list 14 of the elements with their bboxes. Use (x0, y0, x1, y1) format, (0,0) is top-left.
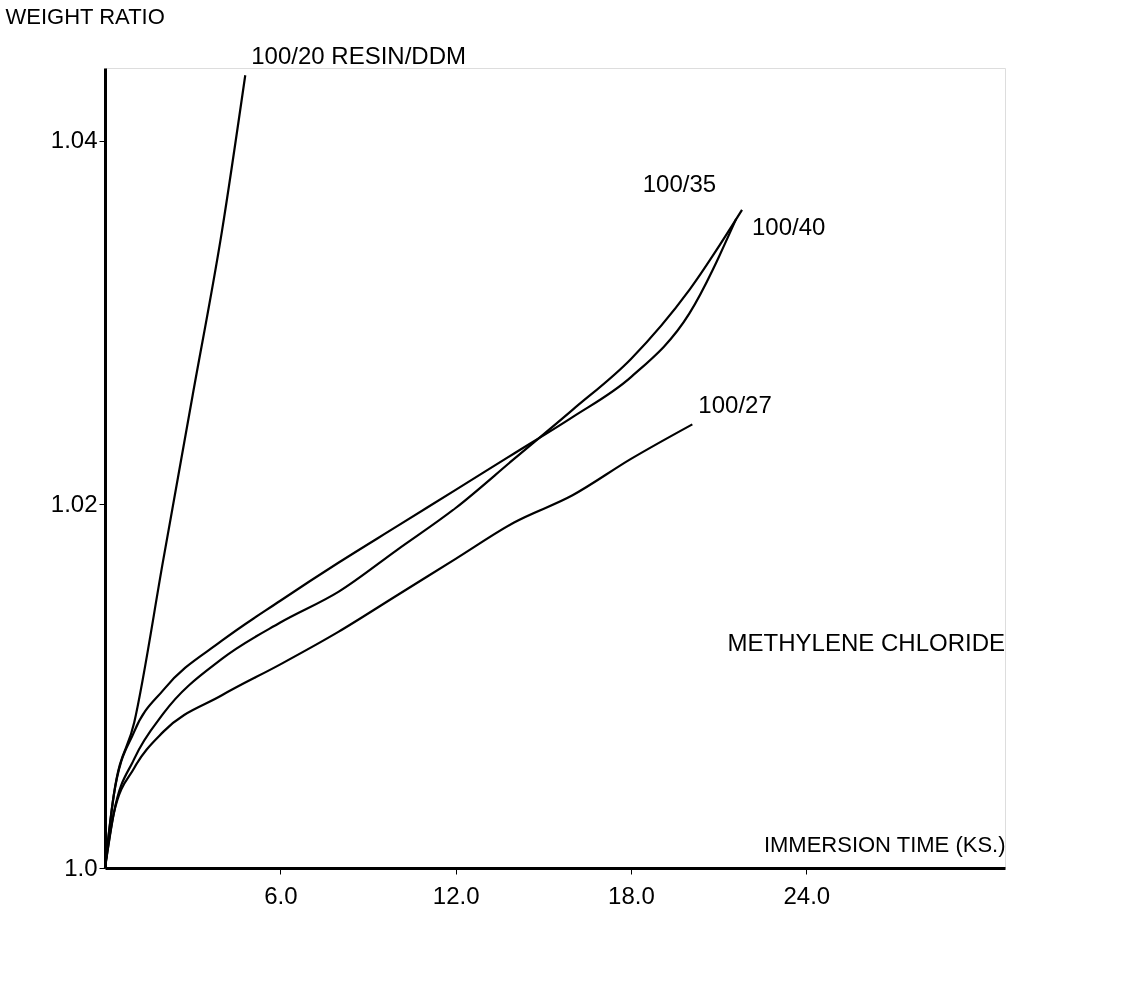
series-label: 100/35 (642, 169, 717, 197)
x-axis-title: IMMERSION TIME (KS.) (763, 831, 1006, 857)
x-tick-label: 24.0 (783, 881, 831, 909)
annotation: METHYLENE CHLORIDE (727, 629, 1005, 656)
series-label: 100/20 RESIN/DDM (251, 42, 467, 70)
y-tick-label: 1.02 (50, 489, 98, 517)
x-tick-label: 12.0 (432, 881, 480, 909)
series-label: 100/27 (698, 391, 772, 419)
y-tick-label: 1.04 (50, 126, 98, 154)
x-tick-label: 6.0 (264, 881, 298, 909)
series-label: 100/40 (752, 212, 826, 240)
x-tick-label: 18.0 (608, 881, 655, 909)
y-tick-label: 1.0 (64, 853, 98, 881)
y-axis-title: WEIGHT RATIO (5, 3, 165, 29)
